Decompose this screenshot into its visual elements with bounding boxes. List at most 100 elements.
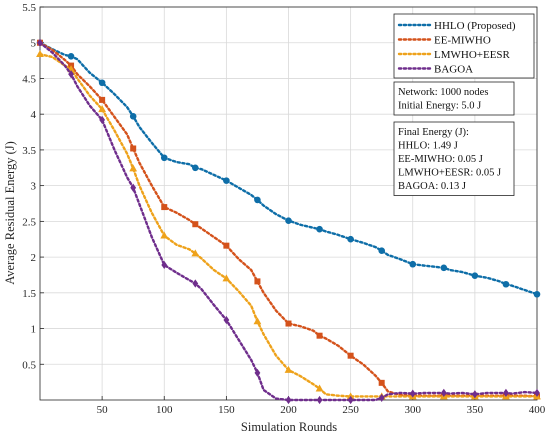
legend-entry: HHLO (Proposed)	[397, 20, 516, 32]
data-point	[285, 217, 292, 224]
legend-label: LMWHO+EESR	[434, 49, 511, 61]
data-point	[130, 145, 137, 152]
box-text-line: BAGOA: 0.13 J	[398, 181, 466, 192]
y-tick-label: 4	[31, 109, 37, 121]
box-text-line: Network: 1000 nodes	[398, 87, 488, 98]
data-point	[192, 221, 199, 228]
y-tick-label: 3.5	[22, 145, 36, 157]
data-point	[284, 365, 293, 373]
network-info-panel	[393, 81, 515, 116]
data-point	[67, 53, 75, 60]
data-point	[502, 280, 510, 288]
series-hhlo-proposed-	[36, 39, 541, 298]
data-point	[315, 384, 324, 392]
data-point	[98, 105, 107, 113]
box-text-line: EE-MIWHO: 0.05 J	[398, 154, 483, 165]
x-tick-label: 50	[97, 404, 109, 416]
data-point	[130, 183, 137, 192]
data-point	[534, 388, 540, 397]
network-info-box: Network: 1000 nodes Initial Energy: 5.0 J	[393, 81, 515, 116]
legend: HHLO (Proposed) EE-MIWHO LMWHO+EESR BAGOA	[393, 13, 535, 79]
data-point	[346, 392, 355, 400]
data-point	[222, 274, 231, 282]
x-tick-label: 300	[405, 404, 422, 416]
y-axis-title: Average Residual Energy (J)	[3, 141, 17, 285]
data-point	[253, 317, 262, 325]
x-ticks: 50 100 150 200 250 300 350 400	[97, 396, 546, 416]
data-point	[254, 196, 261, 204]
y-tick-label: 0.5	[22, 359, 36, 371]
data-point	[161, 204, 168, 211]
box-text-line: Final Energy (J):	[398, 127, 469, 138]
data-point	[378, 379, 385, 386]
y-tick-label: 2	[31, 252, 37, 264]
y-tick-label: 5.5	[22, 2, 36, 14]
data-point	[471, 390, 478, 399]
x-tick-label: 350	[467, 404, 484, 416]
data-point	[223, 315, 230, 325]
x-tick-label: 150	[218, 404, 235, 416]
data-point	[223, 177, 230, 184]
data-point	[129, 164, 138, 172]
data-point	[503, 388, 509, 397]
data-point	[316, 332, 323, 339]
legend-entry: LMWHO+EESR	[397, 49, 511, 61]
data-point	[378, 393, 385, 402]
data-point	[316, 395, 323, 405]
data-point	[254, 368, 261, 377]
data-point	[99, 96, 106, 103]
data-point	[285, 320, 292, 327]
data-point	[440, 264, 448, 272]
series-bagoa	[37, 38, 540, 405]
y-tick-label: 1	[31, 324, 37, 336]
legend-label: EE-MIWHO	[434, 35, 491, 47]
final-energy-box: Final Energy (J): HHLO: 1.49 J EE-MIWHO: 0…	[393, 121, 515, 196]
legend-label: BAGOA	[434, 64, 473, 76]
y-tick-label: 1.5	[22, 288, 36, 300]
data-point	[160, 231, 169, 239]
x-axis-title: Simulation Rounds	[241, 420, 337, 434]
y-tick-label: 2.5	[22, 216, 36, 228]
box-text-line: Initial Energy: 5.0 J	[398, 101, 481, 112]
data-point	[316, 225, 323, 233]
data-point	[471, 272, 479, 279]
data-point	[533, 290, 541, 298]
final-energy-panel	[393, 121, 515, 196]
data-point	[378, 247, 385, 254]
box-text-line: HHLO: 1.49 J	[398, 141, 458, 152]
y-tick-label: 3	[31, 181, 37, 193]
data-point	[37, 38, 43, 47]
y-tick-label: 4.5	[22, 73, 36, 85]
x-tick-label: 250	[342, 404, 359, 416]
data-point	[347, 352, 354, 359]
data-point	[440, 388, 447, 397]
data-point	[160, 154, 168, 162]
data-point	[409, 260, 417, 268]
y-ticks: 0.5 1 1.5 2 2.5 3 3.5 4 4.5 5 5.5	[22, 2, 44, 371]
data-point	[191, 249, 200, 257]
data-point	[254, 278, 261, 285]
data-point	[129, 113, 137, 120]
data-point	[192, 279, 199, 288]
data-point	[98, 79, 106, 87]
legend-entry: BAGOA	[397, 64, 473, 76]
data-point	[347, 235, 354, 243]
data-point	[36, 50, 44, 58]
data-point	[68, 70, 74, 79]
data-point	[99, 115, 106, 124]
x-tick-label: 400	[529, 404, 546, 416]
box-text-line: LMWHO+EESR: 0.05 J	[398, 168, 501, 179]
x-tick-label: 200	[280, 404, 297, 416]
legend-label: HHLO (Proposed)	[434, 20, 516, 32]
data-point	[347, 395, 354, 405]
y-tick-label: 5	[31, 38, 37, 50]
data-point	[192, 164, 199, 172]
x-tick-label: 100	[156, 404, 173, 416]
data-point	[409, 389, 416, 398]
legend-entry: EE-MIWHO	[397, 35, 491, 47]
data-point	[161, 260, 168, 270]
data-point	[285, 395, 292, 405]
series-layer	[36, 38, 541, 405]
data-point	[223, 242, 230, 249]
